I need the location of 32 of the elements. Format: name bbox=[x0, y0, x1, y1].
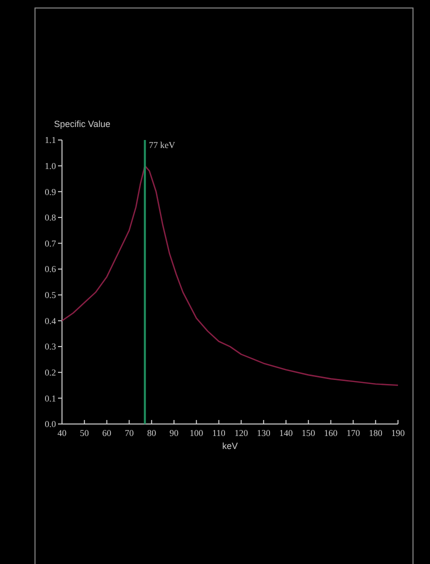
x-tick-label: 190 bbox=[391, 428, 406, 438]
x-tick-label: 140 bbox=[279, 428, 294, 438]
x-tick-label: 70 bbox=[124, 428, 134, 438]
x-tick-label: 150 bbox=[302, 428, 316, 438]
x-tick-label: 80 bbox=[147, 428, 157, 438]
y-tick-label: 0.1 bbox=[44, 393, 56, 404]
y-tick-label: 0.2 bbox=[44, 368, 56, 378]
y-tick-label: 0.4 bbox=[44, 316, 56, 326]
x-tick-label: 50 bbox=[80, 428, 90, 438]
x-axis-title: keV bbox=[222, 441, 238, 451]
y-tick-label: 0.7 bbox=[44, 238, 56, 248]
x-tick-label: 90 bbox=[170, 428, 179, 438]
y-tick-label: 1.0 bbox=[44, 160, 56, 171]
x-tick-label: 160 bbox=[324, 428, 338, 438]
x-tick-label: 100 bbox=[190, 428, 204, 438]
y-tick-label: 0.0 bbox=[44, 419, 56, 430]
line-series bbox=[61, 165, 399, 386]
x-tick-label: 40 bbox=[58, 428, 67, 438]
y-tick-label: 0.3 bbox=[44, 342, 56, 352]
y-tick-label: 1.1 bbox=[44, 135, 56, 146]
y-axis-title: Specific Value bbox=[54, 119, 110, 129]
x-tick-label: 180 bbox=[368, 428, 383, 438]
x-tick-label: 130 bbox=[256, 428, 271, 438]
x-tick-label: 170 bbox=[346, 428, 360, 438]
y-tick-label: 0.5 bbox=[44, 290, 56, 300]
y-tick-label: 0.6 bbox=[44, 264, 56, 274]
x-tick-label: 60 bbox=[102, 428, 112, 438]
x-tick-label: 120 bbox=[234, 428, 248, 438]
ref-line-label: 77 keV bbox=[148, 140, 176, 150]
x-tick-label: 110 bbox=[212, 428, 226, 438]
y-tick-label: 0.8 bbox=[44, 212, 56, 223]
y-tick-label: 0.9 bbox=[44, 186, 56, 197]
